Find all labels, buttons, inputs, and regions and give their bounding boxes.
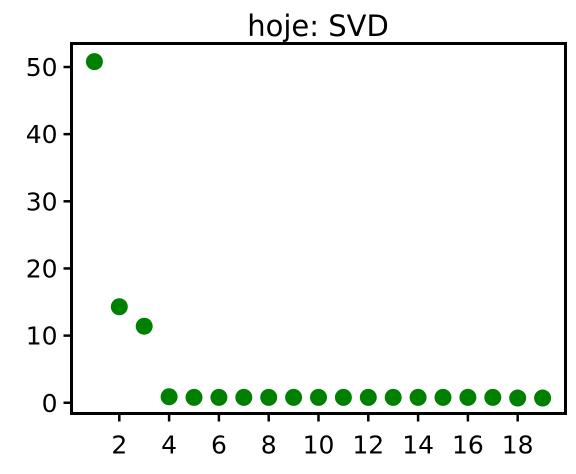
data-points xyxy=(85,53,552,407)
data-point xyxy=(160,388,178,406)
data-point xyxy=(359,388,377,406)
x-tick-label: 12 xyxy=(352,431,384,460)
data-point xyxy=(260,388,278,406)
data-point xyxy=(85,53,103,71)
y-tick-label: 10 xyxy=(26,322,58,351)
x-tick-label: 16 xyxy=(452,431,484,460)
x-tick-label: 6 xyxy=(211,431,227,460)
x-tick-label: 2 xyxy=(111,431,127,460)
data-point xyxy=(509,389,527,407)
data-point xyxy=(534,389,552,407)
chart-title: hoje: SVD xyxy=(247,9,389,43)
data-point xyxy=(459,388,477,406)
data-point xyxy=(110,298,128,316)
data-point xyxy=(185,388,203,406)
data-point xyxy=(409,388,427,406)
y-tick-label: 0 xyxy=(42,389,58,418)
data-point xyxy=(334,388,352,406)
data-point xyxy=(135,317,153,335)
data-point xyxy=(384,388,402,406)
y-tick-label: 30 xyxy=(26,187,58,216)
y-tick-label: 20 xyxy=(26,254,58,283)
data-point xyxy=(434,388,452,406)
x-tick-label: 8 xyxy=(261,431,277,460)
plot-frame xyxy=(70,42,567,415)
x-tick-label: 18 xyxy=(502,431,534,460)
data-point xyxy=(484,388,502,406)
y-tick-label: 40 xyxy=(26,120,58,149)
axis-ticks: 2 4 6 8 10 12 14 16 18 0 10 20 30 40 50 xyxy=(26,53,534,459)
data-point xyxy=(235,388,253,406)
y-tick-label: 50 xyxy=(26,53,58,82)
x-tick-label: 10 xyxy=(303,431,335,460)
data-point xyxy=(285,388,303,406)
data-point xyxy=(210,388,228,406)
x-tick-label: 14 xyxy=(402,431,434,460)
data-point xyxy=(310,388,327,406)
x-tick-label: 4 xyxy=(161,431,177,460)
